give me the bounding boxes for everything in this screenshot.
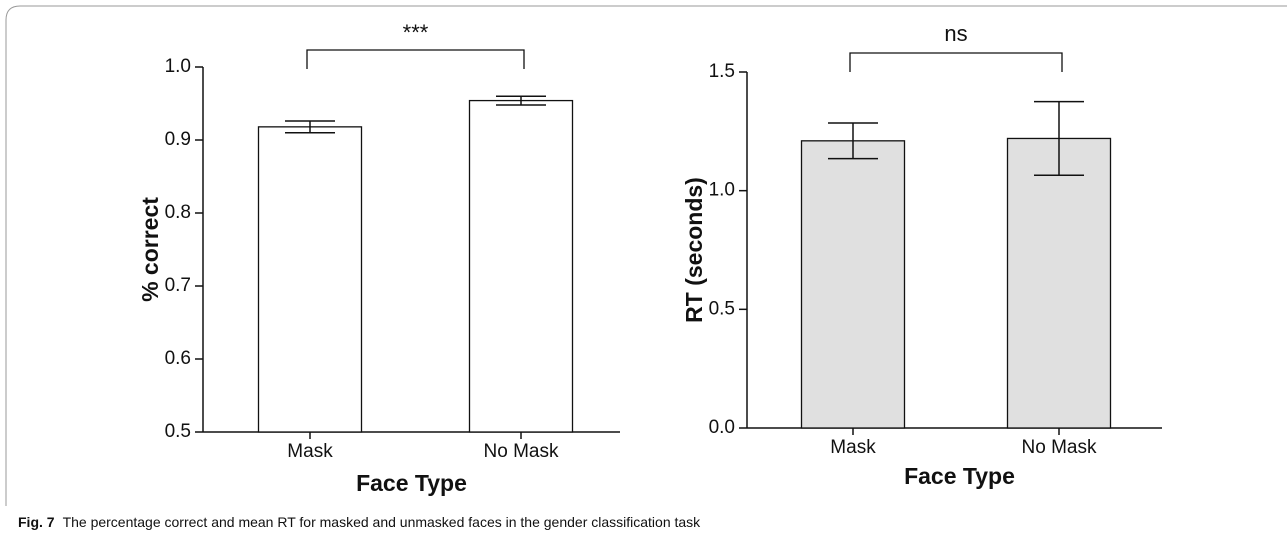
frame xyxy=(5,5,1287,506)
x-tick-label: Mask xyxy=(287,441,333,462)
caption-label: Fig. 7 xyxy=(18,514,55,530)
y-axis-label: RT (seconds) xyxy=(681,177,707,323)
bar xyxy=(800,140,906,429)
annotation: ns xyxy=(944,21,967,46)
y-tick-label: 0.5 xyxy=(709,298,735,319)
y-tick-label: 0.8 xyxy=(165,202,191,223)
bar xyxy=(257,126,363,433)
x-axis-label: Face Type xyxy=(904,463,1015,489)
x-axis-label: Face Type xyxy=(356,470,467,496)
caption-text: The percentage correct and mean RT for m… xyxy=(63,514,702,530)
y-tick-label: 0.5 xyxy=(165,421,191,442)
bar xyxy=(468,99,574,433)
y-tick-label: 1.0 xyxy=(165,56,191,77)
y-tick-label: 1.5 xyxy=(709,61,735,82)
y-tick-label: 0.7 xyxy=(165,275,191,296)
significance-bracket xyxy=(306,49,525,69)
x-tick-label: No Mask xyxy=(1022,437,1097,458)
y-tick-label: 1.0 xyxy=(709,180,735,201)
x-tick-label: Mask xyxy=(830,437,876,458)
x-tick-label: No Mask xyxy=(484,441,559,462)
y-tick-label: 0.0 xyxy=(709,417,735,438)
caption: Fig. 7 The percentage correct and mean RT… xyxy=(18,514,701,530)
significance-bracket xyxy=(849,52,1063,72)
y-tick-label: 0.9 xyxy=(165,129,191,150)
annotation: *** xyxy=(403,20,429,45)
bar xyxy=(1006,137,1112,429)
y-tick-label: 0.6 xyxy=(165,348,191,369)
y-axis-label: % correct xyxy=(137,197,163,302)
